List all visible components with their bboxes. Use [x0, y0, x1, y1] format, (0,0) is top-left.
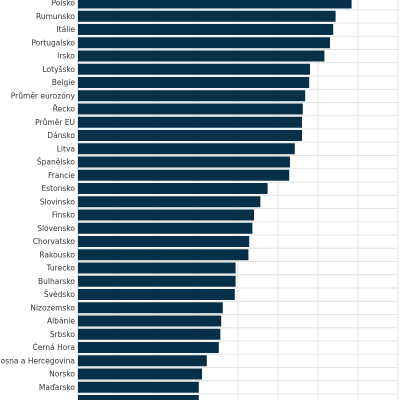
bar — [78, 342, 219, 353]
category-label: Polsko — [52, 0, 76, 8]
bar — [78, 50, 325, 62]
bar — [78, 368, 202, 380]
bar — [78, 209, 254, 221]
category-label: Lotyšsko — [43, 65, 76, 74]
bar — [78, 169, 290, 181]
bar — [78, 0, 352, 9]
bar — [78, 37, 330, 49]
grid — [77, 0, 399, 400]
bar — [78, 289, 235, 300]
category-label: Slovinsko — [40, 197, 76, 206]
category-label: Řecko — [53, 105, 76, 114]
category-label: Albánie — [47, 317, 75, 326]
category-label: Irsko — [57, 52, 75, 61]
category-label: Chorvatsko — [33, 237, 76, 246]
bar — [78, 196, 261, 208]
category-label: Nizozemsko — [30, 303, 75, 312]
category-label: Černá Hora — [33, 343, 75, 352]
bar — [78, 381, 199, 393]
bar — [78, 143, 295, 155]
bar — [78, 222, 253, 234]
category-label: Portugalsko — [31, 38, 75, 47]
category-labels: Polsko Rumunsko Itálie Portugalsko Irsko Loty… — [0, 0, 76, 392]
bar — [78, 24, 334, 35]
category-label: Belgie — [52, 78, 76, 87]
category-label: Rumunsko — [36, 12, 75, 21]
bar — [78, 249, 249, 261]
category-label: Bulharsko — [38, 277, 75, 286]
category-label: Dánsko — [47, 131, 75, 140]
category-label: Španělsko — [37, 158, 76, 167]
bar — [78, 90, 306, 102]
bar — [78, 328, 221, 340]
category-label: Finsko — [52, 211, 76, 220]
bar — [78, 130, 302, 141]
category-label: Litva — [57, 144, 75, 153]
bar — [78, 315, 222, 327]
category-label: Průměr EU — [35, 118, 75, 127]
bar — [78, 395, 199, 400]
bar — [78, 77, 310, 88]
category-label: Norsko — [49, 370, 75, 379]
bar — [78, 236, 250, 247]
category-label: Bosna a Hercegovina — [0, 356, 75, 365]
category-label: Slovensko — [37, 224, 75, 233]
bar — [78, 116, 302, 128]
bar — [78, 103, 303, 115]
category-label: Průměr eurozóny — [11, 91, 76, 100]
bars — [78, 0, 352, 400]
category-label: Itálie — [56, 25, 75, 34]
category-label: Švédsko — [44, 290, 76, 299]
bar — [78, 10, 336, 22]
category-label: Rakousko — [39, 250, 75, 259]
category-label: Francie — [48, 171, 75, 180]
bar — [78, 262, 236, 274]
bar — [78, 355, 207, 367]
bar — [78, 156, 290, 168]
bar — [78, 63, 310, 75]
category-label: Maďarsko — [39, 383, 75, 392]
category-label: Turecko — [45, 264, 75, 273]
category-label: Estonsko — [41, 184, 75, 193]
category-label: Srbsko — [50, 330, 76, 339]
bar — [78, 302, 223, 314]
bar — [78, 275, 236, 287]
bar — [78, 183, 268, 194]
